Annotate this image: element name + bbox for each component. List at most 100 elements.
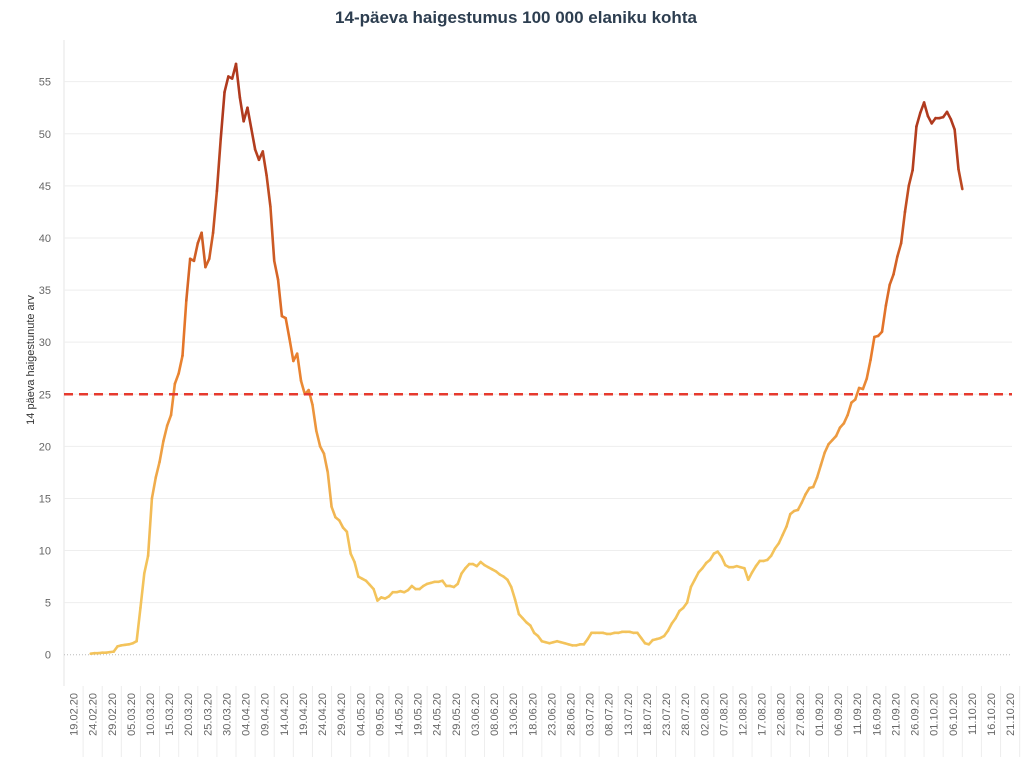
series-segment [769,547,777,558]
series-segment [284,316,291,341]
chart-title: 14-päeva haigestumus 100 000 elaniku koh… [335,8,697,27]
y-tick-label: 45 [39,181,51,193]
series-segment [146,497,154,558]
series-segment [884,283,891,307]
series-segment [869,335,876,362]
series-segment [896,241,903,259]
series-segment [318,445,326,455]
x-tick-label: 14.04.20 [279,693,291,736]
series-segment [945,110,953,121]
series-segment [666,622,674,633]
series-segment [337,519,345,529]
series-segment [276,278,284,318]
series-segment [204,257,211,269]
x-tick-label: 19.02.20 [69,693,81,736]
y-tick-label: 35 [39,285,51,297]
series-segment [509,585,517,601]
series-segment [353,560,360,578]
series-segment [169,382,177,417]
series-segment [796,501,804,512]
x-tick-label: 26.09.20 [910,693,922,736]
series-segment [314,429,322,448]
x-tick-label: 21.09.20 [890,693,902,736]
series-segment [899,210,907,245]
series-segment [823,442,830,454]
x-tick-label: 04.04.20 [241,693,253,736]
series-segment [720,555,727,567]
series-segment [330,505,337,519]
series-segment [173,372,180,386]
series-segment [506,578,513,589]
series-segment [246,106,253,130]
series-segment [800,492,807,504]
x-tick-label: 17.08.20 [757,693,769,736]
series-segment [261,150,268,177]
series-segment [295,352,303,383]
x-tick-label: 15.03.20 [164,693,176,736]
gridlines [63,40,1012,686]
x-tick-label: 18.07.20 [642,693,654,736]
series-segment [861,377,869,391]
x-tick-label: 09.04.20 [260,693,272,736]
series-segment [250,127,257,151]
series-segment [219,90,226,141]
x-tick-label: 05.03.20 [126,693,138,736]
series-segment [957,167,964,191]
x-tick-label: 01.09.20 [814,693,826,736]
x-tick-label: 04.05.20 [355,693,367,736]
series-segment [238,96,245,123]
series-segment [903,184,911,214]
series-segment [811,476,819,489]
series-segment [349,552,356,564]
x-tick-label: 27.08.20 [795,693,807,736]
x-tick-label: 28.07.20 [680,693,692,736]
series-segment [746,571,754,582]
series-segment [865,358,872,380]
y-axis-ticks: 0 5 10 15 20 25 30 35 40 45 50 55 [39,77,51,662]
y-axis-label: 14 päeva haigestunute arv [25,295,37,425]
series-segment [185,257,192,302]
series-segment [456,572,463,586]
x-tick-label: 29.05.20 [451,693,463,736]
x-tick-label: 01.10.20 [929,693,941,736]
y-tick-label: 10 [39,546,51,558]
y-tick-label: 50 [39,129,51,141]
series-segment [154,460,161,479]
y-tick-label: 25 [39,389,51,401]
series-segment [888,273,895,287]
x-tick-label: 29.04.20 [336,693,348,736]
series-segment [181,299,188,358]
y-tick-label: 0 [45,650,51,662]
x-tick-label: 11.10.20 [967,693,979,735]
x-tick-label: 03.07.20 [585,693,597,736]
series-segment [345,530,352,555]
x-tick-label: 22.08.20 [776,693,788,736]
series-segment [234,62,242,99]
y-tick-label: 20 [39,441,51,453]
series-segment [272,259,280,281]
series-segment [685,585,693,604]
x-tick-label: 09.05.20 [374,693,386,736]
series-segment [177,354,184,375]
series-segment [299,379,307,396]
series-segment [915,111,922,128]
y-tick-label: 40 [39,233,51,245]
series-segment [162,424,169,443]
x-axis-ticks: 19.02.20 24.02.20 29.02.20 05.03.20 10.03.20… [69,686,1021,757]
series-segment [150,476,158,500]
y-tick-label: 15 [39,493,51,505]
series-segment [513,598,521,616]
series-segment [853,386,861,401]
series-segment [215,137,223,193]
series-segment [907,168,914,188]
x-tick-label: 03.06.20 [470,693,482,736]
x-tick-label: 02.08.20 [699,693,711,736]
series-segment [949,117,956,131]
series-segment [372,587,379,602]
series-segment [880,304,888,334]
series-segment [223,75,230,94]
y-tick-label: 5 [45,598,51,610]
y-tick-label: 30 [39,337,51,349]
x-tick-label: 07.08.20 [718,693,730,736]
